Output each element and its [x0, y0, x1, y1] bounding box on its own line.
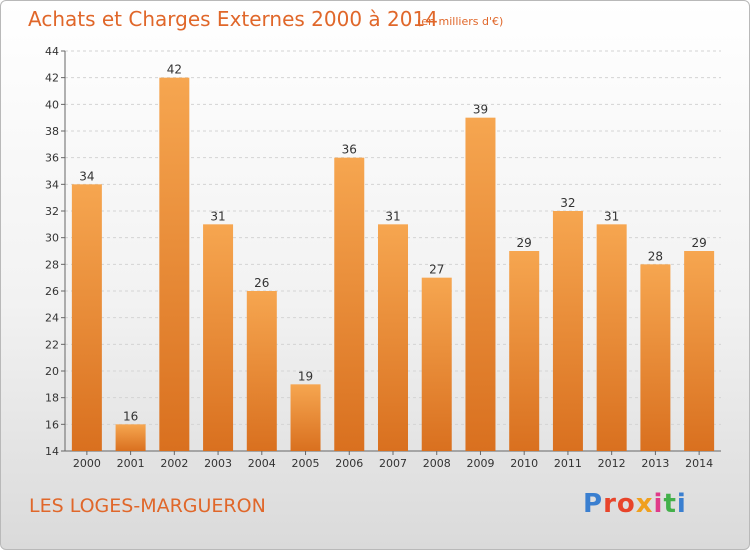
data-label: 29 — [517, 236, 532, 250]
bar — [290, 384, 321, 451]
bar — [465, 117, 496, 452]
y-tick-label: 40 — [45, 98, 59, 111]
logo-letter: i — [653, 489, 664, 519]
bar — [552, 211, 583, 451]
logo-letter: o — [616, 489, 636, 519]
data-label: 36 — [342, 143, 357, 157]
y-tick-label: 28 — [45, 258, 59, 271]
y-tick-label: 34 — [45, 178, 59, 191]
x-tick-label: 2011 — [554, 457, 582, 470]
x-tick-label: 2008 — [423, 457, 451, 470]
y-tick-label: 26 — [45, 285, 59, 298]
x-tick-label: 2005 — [292, 457, 320, 470]
y-tick-label: 16 — [45, 418, 59, 431]
bar — [71, 184, 102, 452]
data-label: 16 — [123, 409, 138, 423]
chart-title: Achats et Charges Externes 2000 à 2014 — [28, 7, 438, 31]
data-label: 31 — [210, 209, 225, 223]
logo-letter: x — [635, 489, 654, 519]
logo-letter: i — [676, 489, 687, 519]
y-tick-label: 42 — [45, 72, 59, 85]
y-tick-label: 44 — [45, 45, 59, 58]
y-tick-label: 38 — [45, 125, 59, 138]
x-tick-label: 2002 — [160, 457, 188, 470]
x-tick-label: 2013 — [641, 457, 669, 470]
bar — [421, 277, 452, 451]
y-tick-label: 32 — [45, 205, 59, 218]
y-tick-label: 20 — [45, 365, 59, 378]
data-label: 39 — [473, 103, 488, 117]
commune-name: LES LOGES-MARGUERON — [29, 495, 266, 517]
x-tick-label: 2009 — [466, 457, 494, 470]
x-tick-label: 2007 — [379, 457, 407, 470]
data-label: 29 — [691, 236, 706, 250]
x-tick-label: 2014 — [685, 457, 713, 470]
y-tick-label: 24 — [45, 312, 59, 325]
data-label: 32 — [560, 196, 575, 210]
y-tick-label: 36 — [45, 152, 59, 165]
bar — [246, 291, 277, 451]
x-tick-label: 2010 — [510, 457, 538, 470]
bar — [203, 224, 234, 451]
bar — [684, 251, 715, 451]
bar — [378, 224, 408, 451]
bar — [334, 157, 365, 451]
data-label: 31 — [604, 209, 619, 223]
data-label: 27 — [429, 263, 444, 277]
x-tick-label: 2004 — [248, 457, 276, 470]
bar — [640, 264, 671, 451]
bar — [159, 77, 190, 452]
data-label: 34 — [79, 169, 94, 183]
proxiti-logo: Proxiti — [583, 489, 687, 519]
x-tick-label: 2012 — [598, 457, 626, 470]
data-label: 28 — [648, 249, 663, 263]
bar — [596, 224, 627, 451]
logo-letter: P — [583, 489, 604, 519]
logo-letter: t — [663, 489, 677, 519]
y-tick-label: 14 — [45, 445, 59, 458]
y-tick-label: 30 — [45, 232, 59, 245]
x-tick-label: 2003 — [204, 457, 232, 470]
x-tick-label: 2006 — [335, 457, 363, 470]
logo-letter: r — [603, 489, 617, 519]
y-tick-label: 18 — [45, 392, 59, 405]
bar — [115, 424, 146, 451]
data-label: 26 — [254, 276, 269, 290]
y-tick-label: 22 — [45, 338, 59, 351]
x-tick-label: 2000 — [73, 457, 101, 470]
bar — [509, 251, 540, 451]
data-label: 42 — [167, 63, 182, 77]
x-tick-label: 2001 — [117, 457, 145, 470]
data-label: 19 — [298, 369, 313, 383]
chart-subtitle: (en milliers d'€) — [417, 15, 504, 28]
data-label: 31 — [385, 209, 400, 223]
